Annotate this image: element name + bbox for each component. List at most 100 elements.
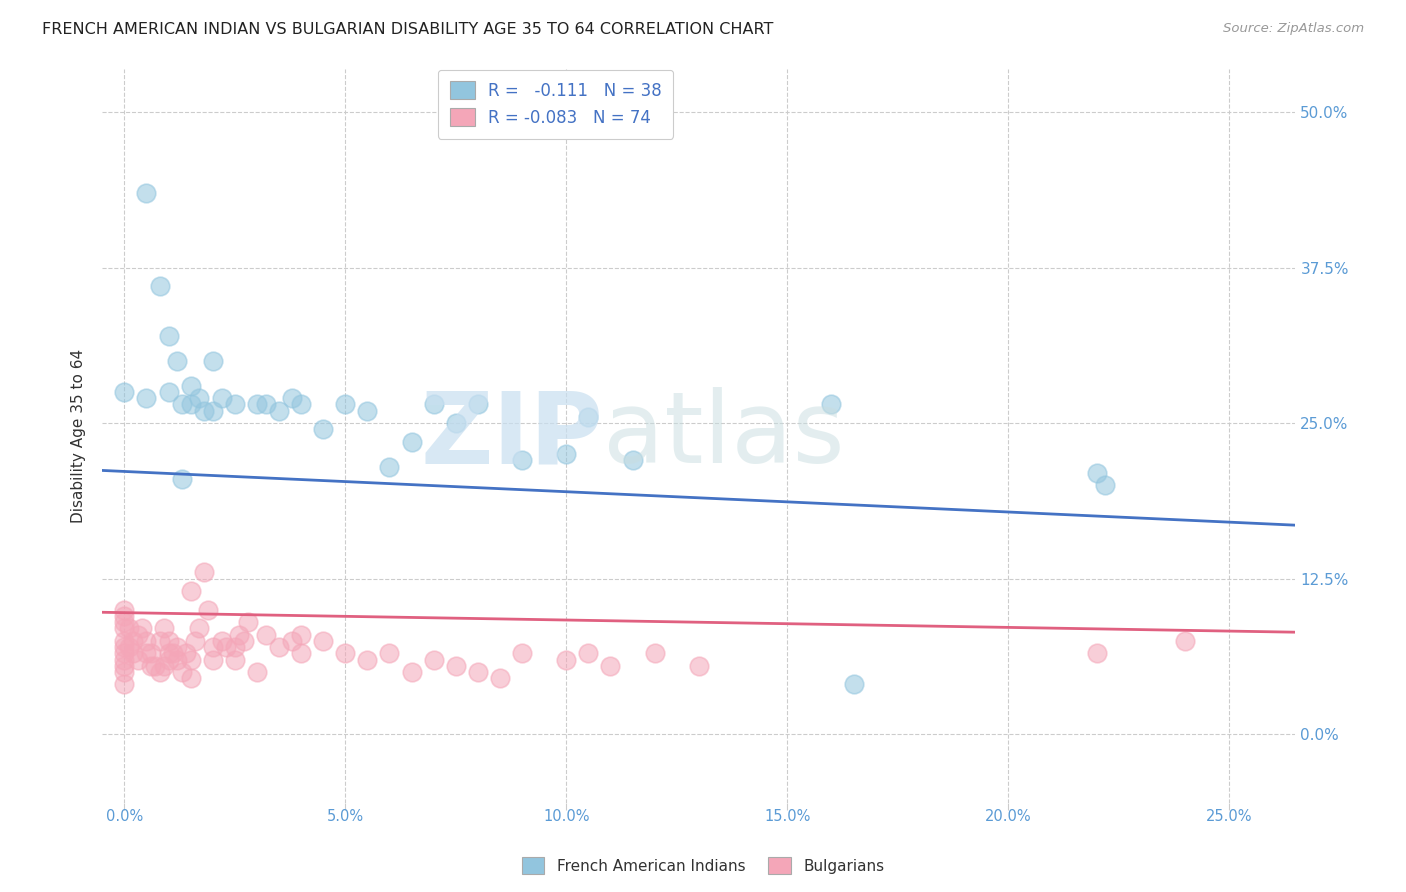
Point [510, 453, 533, 467]
Point [228, 628, 250, 642]
Point [842, 677, 865, 691]
Point [112, 652, 135, 666]
Point [184, 633, 207, 648]
Text: 0.0%: 0.0% [105, 809, 143, 824]
Point [112, 640, 135, 654]
Point [401, 434, 423, 449]
Text: atlas: atlas [603, 387, 845, 484]
Point [166, 354, 188, 368]
Point [112, 633, 135, 648]
Point [112, 385, 135, 400]
Point [112, 677, 135, 691]
Point [444, 658, 467, 673]
Point [267, 403, 290, 417]
Point [576, 409, 599, 424]
Point [422, 652, 444, 666]
Point [422, 397, 444, 411]
Point [576, 646, 599, 660]
Point [135, 633, 157, 648]
Point [820, 397, 842, 411]
Point [378, 646, 401, 660]
Text: 25.0%: 25.0% [1206, 809, 1253, 824]
Point [335, 646, 357, 660]
Point [224, 397, 246, 411]
Legend: French American Indians, Bulgarians: French American Indians, Bulgarians [516, 851, 890, 880]
Point [112, 658, 135, 673]
Point [122, 646, 145, 660]
Point [143, 658, 166, 673]
Point [112, 622, 135, 636]
Point [153, 658, 176, 673]
Point [180, 652, 202, 666]
Point [149, 665, 172, 679]
Point [281, 633, 304, 648]
Point [197, 603, 219, 617]
Point [599, 658, 621, 673]
Point [555, 652, 578, 666]
Point [166, 640, 188, 654]
Point [201, 354, 224, 368]
Text: 10.0%: 10.0% [543, 809, 589, 824]
Point [1094, 478, 1116, 492]
Point [153, 622, 176, 636]
Point [1085, 466, 1108, 480]
Point [356, 652, 378, 666]
Point [193, 566, 215, 580]
Point [139, 658, 162, 673]
Point [131, 622, 153, 636]
Point [180, 397, 202, 411]
Point [112, 603, 135, 617]
Point [236, 615, 259, 630]
Point [157, 329, 180, 343]
Point [174, 646, 197, 660]
Point [157, 652, 180, 666]
Point [644, 646, 666, 660]
Point [170, 665, 193, 679]
Point [281, 391, 304, 405]
Point [254, 397, 277, 411]
Point [246, 397, 269, 411]
Text: 5.0%: 5.0% [326, 809, 364, 824]
Point [290, 646, 312, 660]
Point [201, 403, 224, 417]
Point [180, 379, 202, 393]
Text: 20.0%: 20.0% [984, 809, 1032, 824]
Point [166, 652, 188, 666]
Y-axis label: Disability Age 35 to 64: Disability Age 35 to 64 [72, 349, 86, 523]
Point [139, 646, 162, 660]
Point [157, 633, 180, 648]
Point [555, 447, 578, 461]
Point [224, 652, 246, 666]
Point [378, 459, 401, 474]
Point [1174, 633, 1197, 648]
Point [135, 391, 157, 405]
Point [1085, 646, 1108, 660]
Point [157, 646, 180, 660]
Point [621, 453, 644, 467]
Point [215, 640, 238, 654]
Point [290, 397, 312, 411]
Text: FRENCH AMERICAN INDIAN VS BULGARIAN DISABILITY AGE 35 TO 64 CORRELATION CHART: FRENCH AMERICAN INDIAN VS BULGARIAN DISA… [42, 22, 773, 37]
Legend: R =   -0.111   N = 38, R = -0.083   N = 74: R = -0.111 N = 38, R = -0.083 N = 74 [437, 70, 673, 138]
Point [112, 665, 135, 679]
Point [180, 584, 202, 599]
Point [201, 652, 224, 666]
Point [135, 646, 157, 660]
Point [201, 640, 224, 654]
Point [467, 397, 489, 411]
Point [188, 391, 211, 405]
Point [224, 640, 246, 654]
Point [232, 633, 254, 648]
Text: Source: ZipAtlas.com: Source: ZipAtlas.com [1223, 22, 1364, 36]
Point [118, 640, 141, 654]
Point [170, 472, 193, 486]
Point [267, 640, 290, 654]
Text: 15.0%: 15.0% [763, 809, 810, 824]
Point [335, 397, 357, 411]
Text: ZIP: ZIP [420, 387, 603, 484]
Point [193, 403, 215, 417]
Point [127, 628, 149, 642]
Point [688, 658, 710, 673]
Point [180, 671, 202, 685]
Point [290, 628, 312, 642]
